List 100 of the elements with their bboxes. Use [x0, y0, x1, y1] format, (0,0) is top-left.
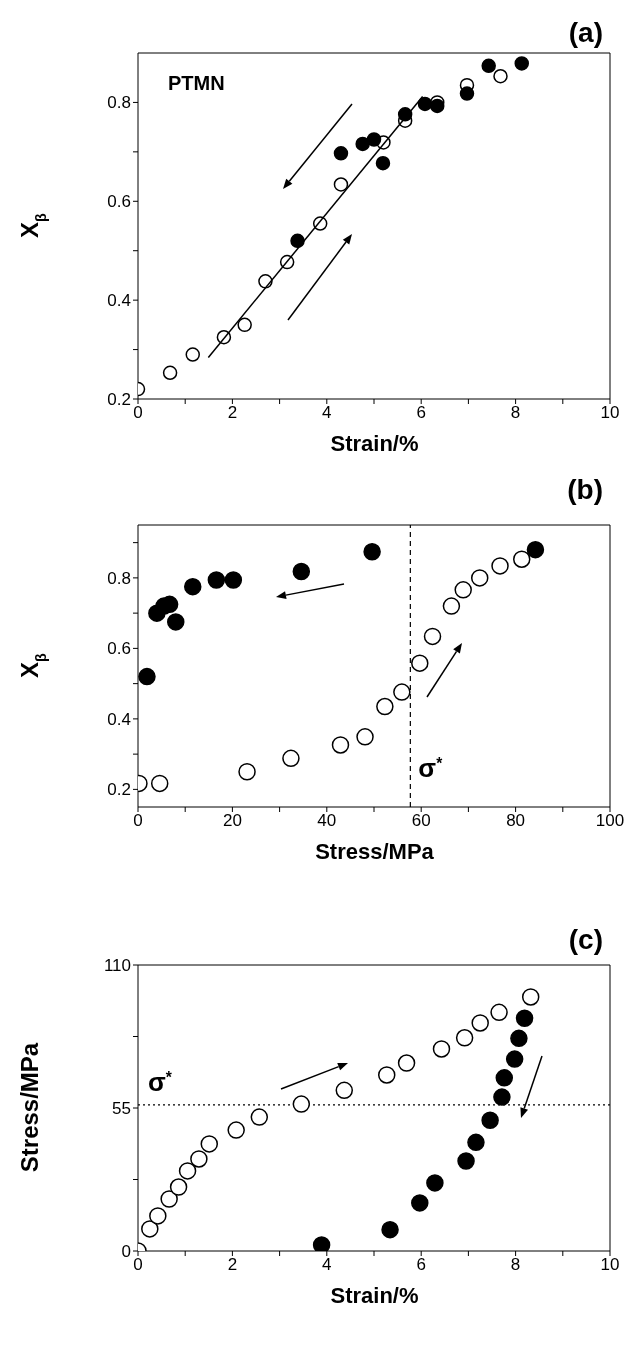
y-tick-label: 0 — [121, 1242, 131, 1262]
y-tick-label: 110 — [103, 956, 131, 976]
point — [238, 763, 256, 781]
point — [237, 317, 252, 333]
point — [455, 1029, 474, 1047]
point — [292, 562, 311, 581]
point — [423, 627, 442, 646]
point — [490, 1003, 508, 1022]
point — [481, 1111, 499, 1129]
x-tick-label: 60 — [411, 811, 431, 831]
point — [510, 1029, 528, 1048]
point — [250, 1108, 269, 1126]
point — [169, 1178, 188, 1196]
x-tick-label: 4 — [322, 403, 332, 423]
point — [493, 1088, 511, 1106]
point — [375, 155, 391, 171]
ref-line-label: σ$^{*}$ — [418, 753, 444, 783]
x-tick-label: 10 — [600, 1255, 620, 1275]
point — [356, 728, 374, 746]
point — [167, 613, 185, 631]
point — [377, 1066, 396, 1084]
point — [207, 571, 226, 589]
point — [459, 86, 475, 101]
y-tick-label: 0.2 — [107, 390, 131, 410]
x-axis-title: Stress/MPa — [315, 839, 435, 864]
x-axis-title: Strain/% — [330, 431, 419, 456]
point — [227, 1121, 245, 1139]
point — [481, 58, 496, 74]
point — [149, 1207, 167, 1225]
point — [512, 550, 531, 568]
point — [292, 1095, 311, 1113]
x-tick-label: 40 — [317, 811, 337, 831]
point — [333, 177, 349, 192]
point — [495, 1069, 514, 1087]
point — [138, 667, 156, 686]
annotation: PTMN — [168, 72, 225, 94]
point — [282, 749, 300, 768]
point — [366, 132, 382, 147]
point — [426, 1174, 444, 1192]
point — [471, 1014, 489, 1032]
chart-title: (a) — [568, 17, 603, 48]
point — [514, 56, 529, 71]
point — [397, 1054, 416, 1072]
point — [363, 543, 381, 561]
point — [505, 1050, 524, 1068]
point — [470, 569, 489, 587]
chart-title: (c) — [568, 924, 603, 955]
y-tick-label: 0.6 — [107, 639, 131, 659]
point — [467, 1133, 485, 1152]
point — [355, 136, 370, 152]
chart-title: (b) — [567, 474, 603, 505]
point — [335, 1081, 354, 1100]
point — [493, 68, 508, 84]
y-tick-label: 0.2 — [107, 780, 131, 800]
point — [491, 557, 509, 575]
point — [331, 736, 350, 754]
y-tick-label: 0.8 — [107, 93, 131, 113]
point — [442, 597, 461, 615]
point — [432, 1040, 451, 1058]
point — [411, 1194, 429, 1212]
point — [393, 683, 411, 701]
x-tick-label: 10 — [600, 403, 620, 423]
point — [521, 988, 540, 1006]
x-tick-label: 2 — [227, 1255, 238, 1275]
point — [526, 540, 545, 559]
point — [178, 1162, 197, 1180]
ref-line-label: σ$^{*}$ — [148, 1066, 173, 1097]
point — [190, 1150, 208, 1168]
y-tick-label: 0.8 — [107, 568, 131, 588]
point — [185, 347, 200, 362]
x-tick-label: 20 — [222, 811, 242, 831]
x-tick-label: 8 — [510, 1255, 521, 1275]
point — [376, 697, 394, 716]
point — [200, 1135, 219, 1153]
x-tick-label: 100 — [595, 811, 625, 831]
point — [150, 774, 169, 793]
point — [162, 365, 178, 381]
point — [333, 146, 349, 161]
point — [430, 98, 445, 114]
x-tick-label: 8 — [510, 403, 521, 423]
y-tick-label: 0.4 — [107, 709, 131, 729]
point — [411, 654, 429, 672]
point — [312, 1236, 331, 1251]
y-tick-label: 0.6 — [107, 192, 131, 212]
point — [381, 1220, 399, 1239]
y-tick-label: 55 — [112, 1099, 131, 1119]
point — [224, 571, 243, 589]
x-tick-label: 6 — [416, 1255, 426, 1275]
x-tick-label: 2 — [227, 403, 238, 423]
x-axis-title: Strain/% — [330, 1283, 419, 1308]
x-tick-label: 6 — [416, 403, 426, 423]
point — [160, 1190, 178, 1208]
point — [454, 581, 472, 599]
point — [457, 1152, 475, 1170]
point — [184, 577, 202, 596]
point — [515, 1009, 534, 1028]
y-axis-title: Stress/MPa — [16, 1042, 43, 1173]
point — [141, 1220, 159, 1238]
x-tick-label: 4 — [322, 1255, 332, 1275]
y-tick-label: 0.4 — [107, 291, 131, 311]
